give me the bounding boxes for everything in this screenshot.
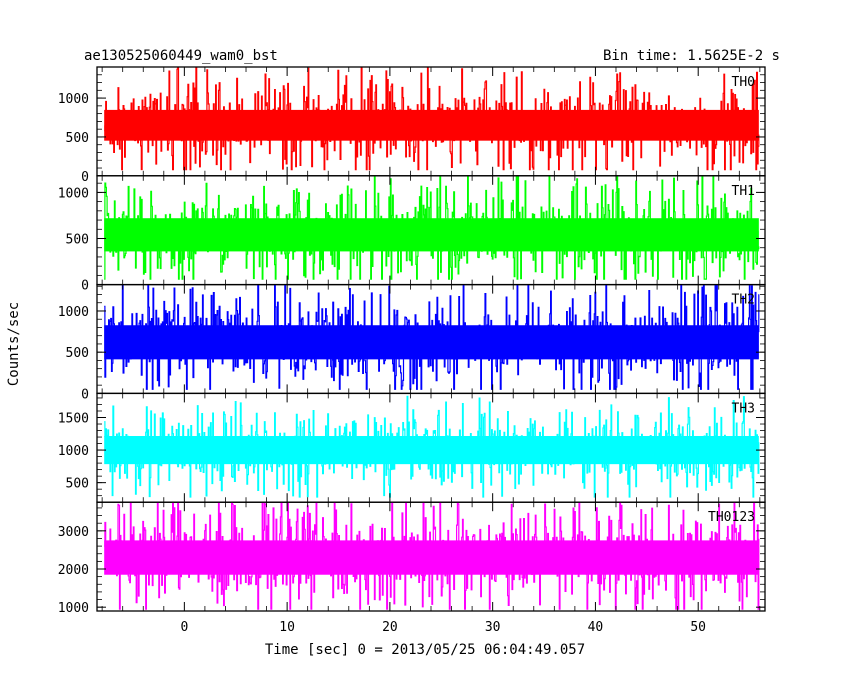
panel-th0123: 1000 2000 3000 TH0123 [58, 501, 766, 616]
y-tick-label: 500 [66, 477, 89, 492]
x-tick-label: 40 [588, 620, 604, 635]
x-axis-label: Time [sec] 0 = 2013/05/25 06:04:49.057 [265, 642, 585, 658]
series-line-th0 [104, 67, 760, 171]
series-line-th3 [104, 395, 760, 498]
y-tick-label: 500 [66, 232, 89, 247]
x-tick-label: 50 [690, 620, 706, 635]
chart-title-left: ae130525060449_wam0_bst [84, 48, 278, 64]
y-tick-label: 1000 [58, 444, 89, 459]
y-tick-label: 1000 [58, 186, 89, 201]
x-tick-label: 30 [485, 620, 501, 635]
y-tick-label: 0 [81, 279, 89, 294]
y-tick-label: 500 [66, 131, 89, 146]
x-tick-label: 0 [180, 620, 188, 635]
y-tick-label: 0 [81, 170, 89, 185]
panel-label: TH3 [732, 401, 755, 416]
y-tick-label: 1000 [58, 601, 89, 616]
panel-label: TH2 [732, 293, 755, 308]
y-tick-label: 3000 [58, 525, 89, 540]
x-tick-label: 20 [382, 620, 398, 635]
panel-th1: 0 500 1000 TH1 [58, 175, 766, 294]
y-tick-label: 1500 [58, 412, 89, 427]
y-axis-label: Counts/sec [6, 302, 22, 386]
panel-th2: 0 500 1000 TH2 [58, 283, 766, 402]
y-tick-label: 0 [81, 387, 89, 402]
panel-label: TH1 [732, 184, 755, 199]
panel-th3: 500 1000 1500 TH3 [58, 392, 766, 503]
y-tick-label: 500 [66, 346, 89, 361]
panel-label: TH0123 [708, 510, 755, 525]
series-line-th2 [104, 284, 760, 390]
y-tick-label: 1000 [58, 305, 89, 320]
panel-th0: 0 500 1000 TH0 [58, 66, 766, 185]
series-line-th0123 [104, 502, 760, 610]
x-tick-label: 10 [279, 620, 295, 635]
panel-label: TH0 [732, 75, 755, 90]
y-tick-label: 2000 [58, 563, 89, 578]
y-tick-label: 1000 [58, 92, 89, 107]
series-line-th1 [104, 175, 760, 280]
chart-title-right: Bin time: 1.5625E-2 s [603, 48, 780, 64]
